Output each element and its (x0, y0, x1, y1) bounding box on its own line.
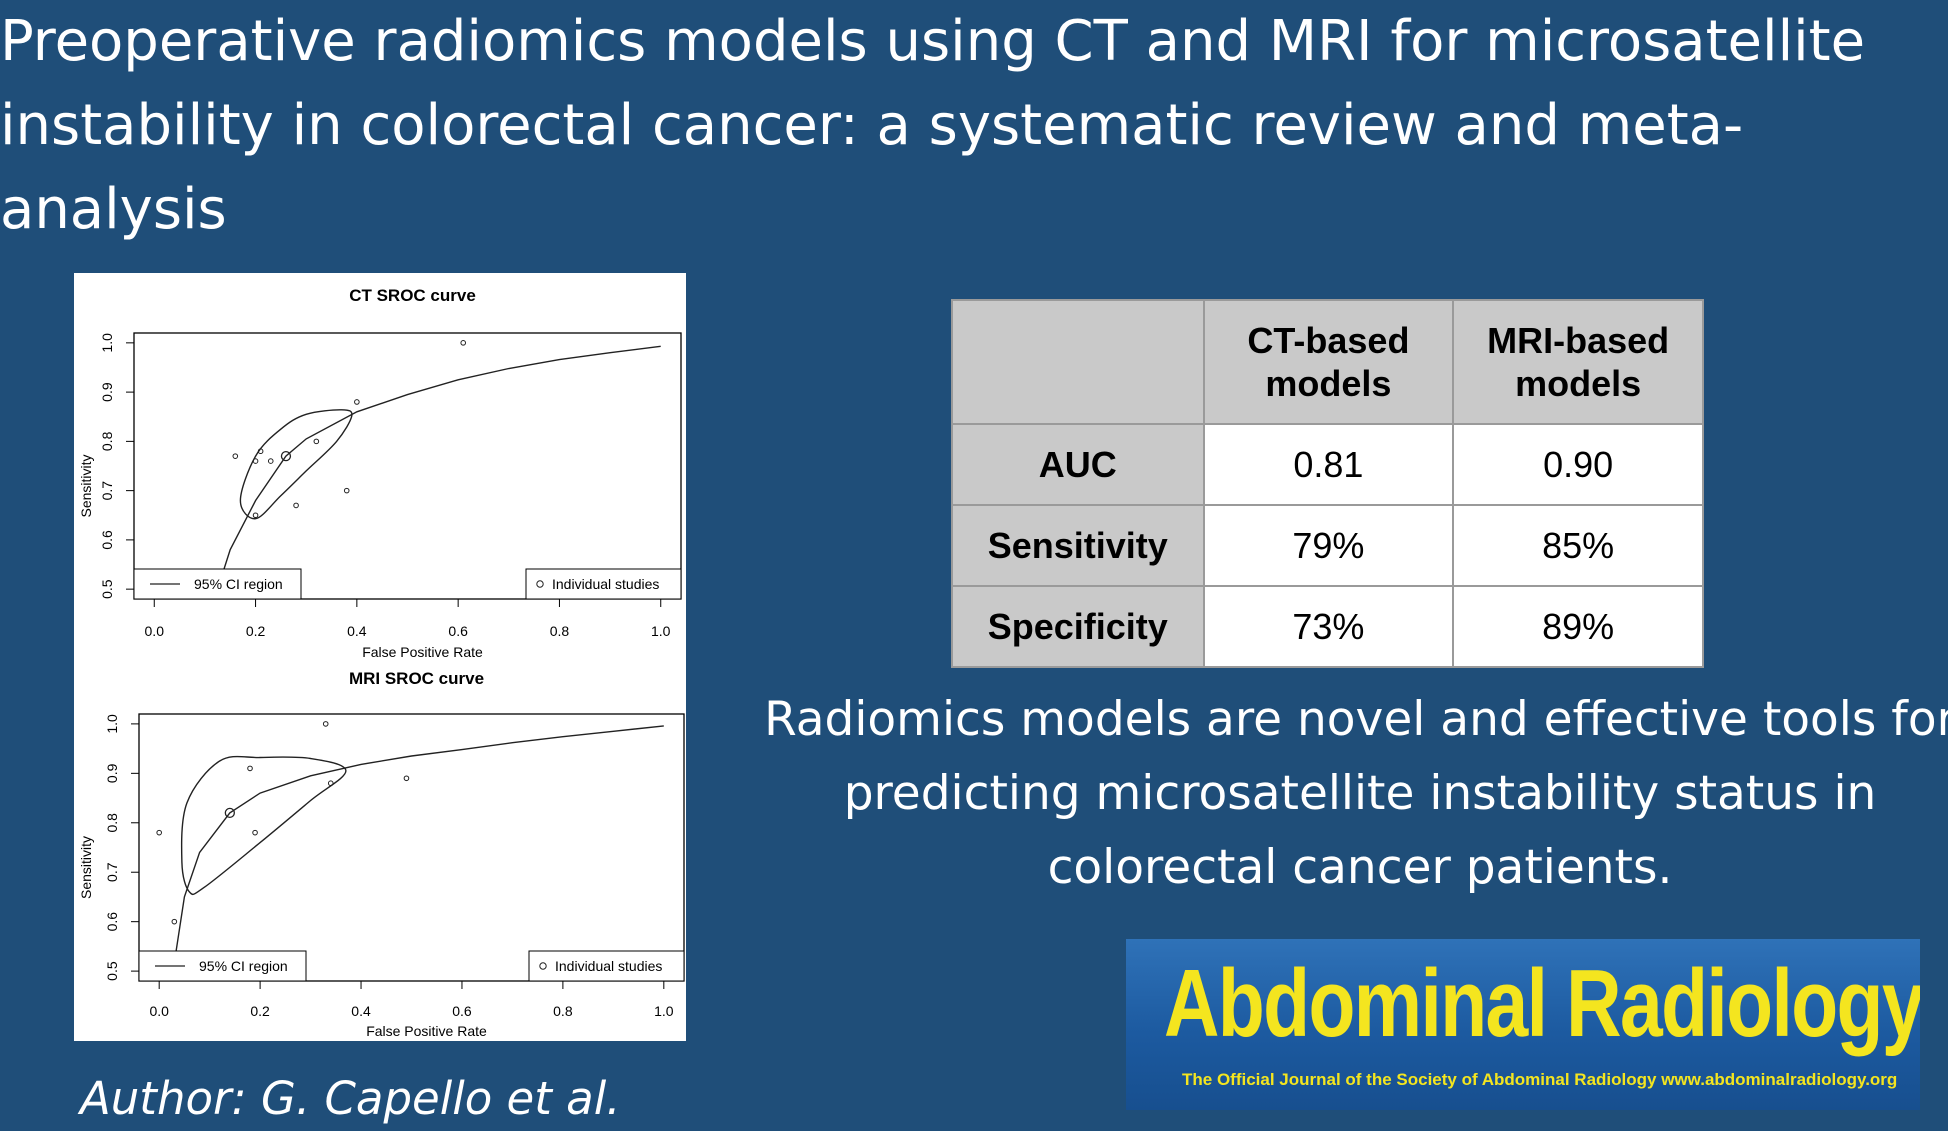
y-tick-label: 1.0 (104, 714, 120, 734)
sroc-chart-mri: MRI SROC curve 0.0 0.2 0.4 0.6 0.8 1.0 0.5 0.6 0.… (78, 669, 685, 1039)
x-tick-label: 1.0 (651, 623, 671, 639)
legend-left-text: 95% CI region (199, 958, 288, 974)
x-tick-label: 0.2 (250, 1003, 270, 1019)
legend-point-swatch (539, 962, 547, 970)
sroc-curve (174, 725, 664, 957)
x-axis-label: False Positive Rate (362, 644, 483, 660)
sroc-charts: CT SROC curve 0.0 0.2 0.4 0.6 0.8 1.0 0.5 0.6 0.7… (78, 286, 685, 1039)
legend-right-box (525, 568, 682, 600)
study-point (322, 721, 329, 727)
author-credit: Author: G. Capello et al. (80, 1072, 621, 1125)
cell-ct-specificity: 73% (1202, 585, 1455, 668)
cell-mri-specificity: 89% (1452, 585, 1704, 668)
y-tick-label: 1.0 (99, 333, 115, 353)
x-tick-label: 0.0 (149, 1003, 169, 1019)
row-label-auc: AUC (951, 423, 1205, 506)
cell-mri-auc: 0.90 (1452, 423, 1704, 506)
ci-region-ellipse (239, 409, 353, 520)
x-tick-label: 0.4 (351, 1003, 371, 1019)
table-header-empty (951, 299, 1205, 425)
y-tick-label: 0.5 (104, 961, 120, 981)
x-tick-label: 0.8 (553, 1003, 573, 1019)
legend-right-box (528, 950, 685, 982)
y-axis-label: Sensitivity (78, 836, 94, 899)
y-tick-label: 0.7 (104, 862, 120, 882)
table-row-sensitivity: Sensitivity 79% 85% (951, 504, 1704, 587)
x-tick-label: 0.0 (145, 623, 165, 639)
page-title: Preoperative radiomics models using CT a… (0, 9, 1866, 242)
study-point (313, 438, 320, 445)
plot-content (156, 721, 664, 957)
y-tick-label: 0.8 (99, 431, 115, 451)
y-tick-label: 0.9 (104, 763, 120, 783)
legend-left-text: 95% CI region (194, 576, 283, 592)
x-tick-label: 0.2 (246, 623, 266, 639)
chart-title: MRI SROC curve (349, 669, 484, 688)
row-label-specificity: Specificity (951, 585, 1205, 668)
study-point (171, 918, 178, 925)
study-point (232, 453, 239, 459)
sroc-curve (216, 345, 661, 590)
journal-tagline: The Official Journal of the Society of A… (1182, 1070, 1898, 1089)
study-point (293, 502, 299, 509)
study-point (252, 512, 259, 519)
table-row-specificity: Specificity 73% 89% (951, 585, 1704, 668)
study-point (327, 780, 334, 787)
legend-right-text: Individual studies (555, 958, 662, 974)
sroc-chart-ct: CT SROC curve 0.0 0.2 0.4 0.6 0.8 1.0 0.5 0.6 0.7… (78, 286, 682, 660)
plot-content (216, 340, 661, 590)
table-header-ct: CT-based models (1202, 299, 1455, 425)
table-row-auc: AUC 0.81 0.90 (951, 423, 1704, 506)
plot-frame (133, 332, 682, 600)
y-axis-label: Sensitivity (78, 454, 94, 517)
summary-point (224, 807, 235, 819)
study-point (354, 399, 360, 405)
study-point (257, 448, 264, 455)
journal-name: Abdominal Radiology (1164, 950, 1920, 1057)
study-point (252, 458, 259, 464)
study-point (343, 487, 350, 494)
summary-table: CT-based models MRI-based models AUC 0.8… (951, 299, 1704, 668)
conclusion-text: Radiomics models are novel and effective… (764, 692, 1948, 895)
sroc-charts-panel: CT SROC curve 0.0 0.2 0.4 0.6 0.8 1.0 0.5 0.6 0.7… (74, 273, 686, 1041)
y-tick-label: 0.5 (99, 579, 115, 599)
plot-frame (138, 713, 685, 982)
y-tick-label: 0.7 (99, 481, 115, 501)
x-tick-label: 0.4 (347, 623, 367, 639)
cell-ct-auc: 0.81 (1202, 423, 1455, 506)
row-label-sensitivity: Sensitivity (951, 504, 1205, 587)
y-tick-label: 0.6 (99, 530, 115, 550)
y-tick-label: 0.9 (99, 382, 115, 402)
y-tick-label: 0.8 (104, 813, 120, 833)
chart-title: CT SROC curve (349, 286, 476, 305)
study-point (460, 340, 467, 346)
x-tick-label: 1.0 (654, 1003, 674, 1019)
x-axis-label: False Positive Rate (366, 1023, 487, 1039)
journal-logo: Abdominal Radiology The Official Journal… (1126, 939, 1920, 1110)
summary-point (280, 450, 292, 462)
study-point (252, 829, 258, 836)
legend-right-text: Individual studies (552, 576, 659, 592)
cell-mri-sensitivity: 85% (1452, 504, 1704, 587)
x-tick-label: 0.6 (448, 623, 468, 639)
legend-point-swatch (536, 580, 544, 588)
cell-ct-sensitivity: 79% (1202, 504, 1455, 587)
study-point (267, 458, 274, 464)
x-tick-label: 0.8 (550, 623, 570, 639)
x-tick-label: 0.6 (452, 1003, 472, 1019)
ci-region-ellipse (180, 755, 347, 896)
study-point (403, 775, 410, 782)
table-header-row: CT-based models MRI-based models (951, 299, 1704, 425)
study-point (156, 829, 162, 836)
study-point (247, 765, 253, 772)
y-tick-label: 0.6 (104, 912, 120, 932)
table-header-mri: MRI-based models (1452, 299, 1704, 425)
